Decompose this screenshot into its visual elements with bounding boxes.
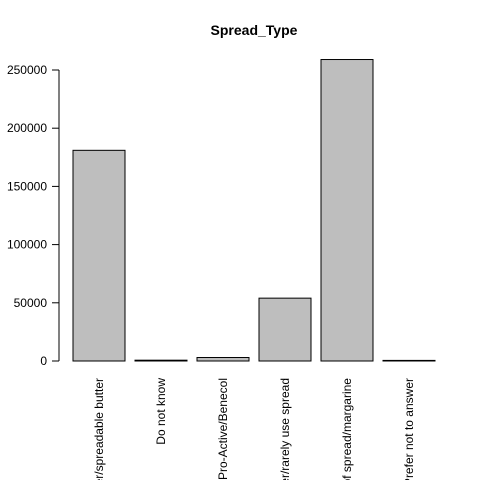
y-tick-label: 200000 [7, 121, 47, 135]
x-tick-label: Other type of spread/margarine [340, 378, 354, 480]
x-tick-label: Flora Pro-Active/Benecol [216, 378, 230, 480]
y-axis: 0 50000 100000 150000 200000 250000 [7, 63, 60, 368]
bar [258, 297, 312, 362]
x-axis-labels: Butter/spreadable butter Do not know Flora… [92, 378, 416, 480]
x-tick-label: Prefer not to answer [402, 378, 416, 480]
y-tick-label: 150000 [7, 179, 47, 193]
y-tick-label: 100000 [7, 238, 47, 252]
bar [72, 149, 126, 362]
bars-group [72, 59, 436, 362]
x-tick-label: Butter/spreadable butter [92, 378, 106, 480]
bar [134, 359, 188, 362]
x-tick-label: Never/rarely use spread [278, 378, 292, 480]
y-tick-label: 0 [40, 354, 47, 368]
y-tick-label: 50000 [14, 296, 48, 310]
bar [320, 59, 374, 362]
bar [196, 357, 250, 362]
chart-title: Spread_Type [211, 22, 298, 38]
x-tick-label: Do not know [154, 378, 168, 445]
bar [382, 359, 436, 362]
y-tick-label: 250000 [7, 63, 47, 77]
